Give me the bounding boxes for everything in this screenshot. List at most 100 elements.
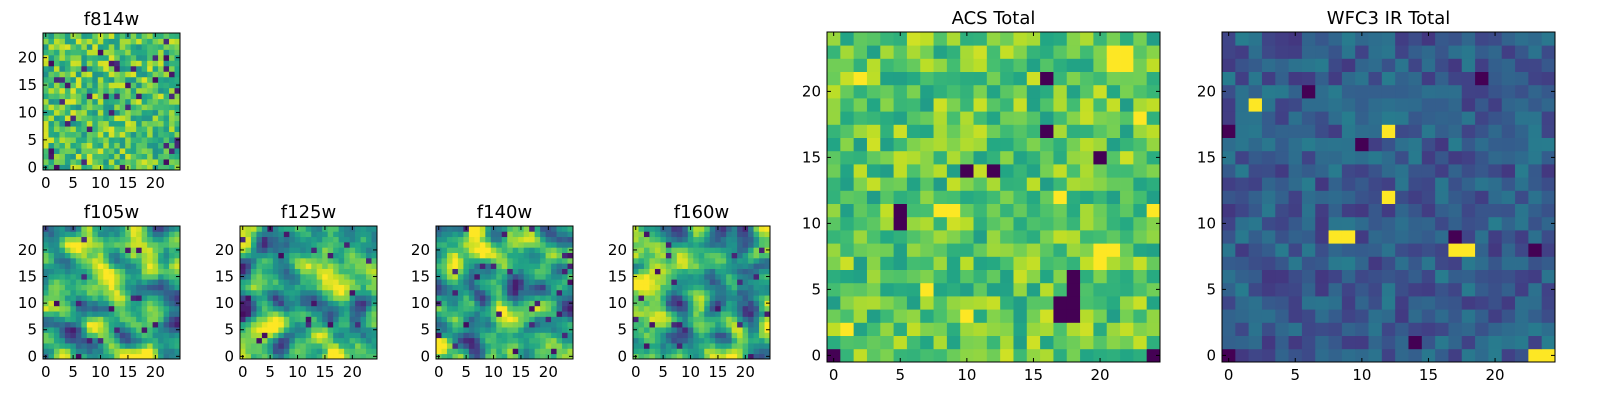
heatmap-cell: [48, 348, 55, 355]
heatmap-cell: [1381, 150, 1396, 165]
heatmap-cell: [920, 309, 934, 323]
heatmap-cell: [457, 327, 464, 333]
heatmap-cell: [1275, 190, 1289, 204]
heatmap-cell: [512, 311, 519, 317]
heatmap-cell: [446, 273, 453, 280]
heatmap-cell: [70, 82, 77, 89]
heatmap-cell: [92, 311, 99, 317]
heatmap-cell: [463, 295, 470, 301]
heatmap-cell: [671, 305, 678, 312]
heatmap-cell: [300, 327, 307, 333]
heatmap-cell: [344, 241, 350, 248]
heatmap-cell: [737, 241, 743, 248]
heatmap-cell: [523, 236, 530, 243]
heatmap-cell: [534, 226, 541, 232]
heatmap-cell: [53, 109, 60, 116]
heatmap-cell: [665, 284, 672, 291]
heatmap-cell: [245, 226, 252, 232]
heatmap-cell: [152, 142, 159, 149]
heatmap-cell: [1408, 32, 1423, 46]
axes-frame: [239, 225, 378, 360]
heatmap-cell: [294, 295, 301, 301]
heatmap-cell: [174, 153, 181, 160]
heatmap-cell: [529, 257, 536, 264]
heatmap-cell: [81, 76, 88, 83]
heatmap-cell: [86, 120, 93, 127]
heatmap-cell: [748, 247, 754, 253]
heatmap-cell: [933, 58, 948, 72]
heatmap-cell: [349, 252, 356, 259]
heatmap-cell: [1328, 177, 1343, 191]
heatmap-cell: [654, 353, 661, 360]
heatmap-cell: [158, 348, 164, 355]
heatmap-cell: [468, 353, 475, 360]
heatmap-cell: [737, 353, 743, 360]
heatmap-cell: [70, 268, 77, 275]
heatmap-cell: [441, 332, 448, 339]
heatmap-cell: [496, 284, 503, 291]
heatmap-cell: [556, 231, 563, 238]
x-tick-label: 15: [708, 363, 727, 381]
heatmap-cell: [371, 337, 378, 344]
heatmap-cell: [452, 343, 459, 349]
panel-title: WFC3 IR Total: [1327, 8, 1450, 29]
heatmap-cell: [1261, 269, 1276, 284]
heatmap-cell: [1275, 335, 1289, 350]
heatmap-cell: [753, 289, 760, 296]
heatmap-cell: [1013, 137, 1028, 152]
heatmap-cell: [119, 327, 126, 333]
heatmap-cell: [1093, 256, 1108, 270]
heatmap-cell: [649, 300, 656, 307]
heatmap-cell: [1488, 309, 1503, 323]
heatmap-cell: [147, 115, 153, 122]
heatmap-cell: [349, 327, 356, 333]
heatmap-cell: [1235, 124, 1250, 138]
heatmap-cell: [70, 137, 77, 143]
heatmap-cell: [933, 216, 948, 231]
heatmap-cell: [86, 321, 93, 328]
heatmap-cell: [1053, 84, 1068, 99]
heatmap-cell: [742, 337, 749, 344]
heatmap-cell: [1421, 335, 1436, 350]
heatmap-cell: [920, 98, 934, 112]
panel-title: f125w: [281, 202, 336, 223]
heatmap-cell: [152, 289, 159, 296]
heatmap-cell: [174, 71, 181, 78]
heatmap-cell: [457, 226, 464, 232]
heatmap-cell: [64, 231, 71, 238]
heatmap-cell: [1288, 230, 1303, 244]
heatmap-cell: [1395, 177, 1409, 191]
heatmap-cell: [1000, 269, 1014, 284]
heatmap-cell: [272, 343, 279, 349]
heatmap-cell: [638, 284, 645, 291]
heatmap-cell: [108, 109, 115, 116]
heatmap-cell: [256, 241, 263, 248]
heatmap-cell: [507, 295, 514, 301]
heatmap-cell: [946, 243, 961, 257]
heatmap-cell: [70, 142, 77, 149]
heatmap-cell: [43, 60, 49, 67]
heatmap-cell: [86, 316, 93, 323]
heatmap-cell: [75, 236, 82, 243]
heatmap-cell: [441, 343, 448, 349]
heatmap-cell: [1395, 32, 1409, 46]
heatmap-cell: [731, 300, 738, 307]
heatmap-cell: [267, 305, 274, 312]
heatmap-cell: [1301, 45, 1316, 59]
heatmap-cell: [676, 257, 683, 264]
heatmap-cell: [446, 279, 453, 285]
heatmap-cell: [1435, 84, 1449, 99]
heatmap-cell: [152, 236, 159, 243]
heatmap-cell: [1315, 203, 1329, 218]
heatmap-cell: [322, 305, 329, 312]
heatmap-cell: [70, 54, 77, 61]
heatmap-cell: [53, 60, 60, 67]
heatmap-cell: [163, 49, 170, 56]
heatmap-cell: [1301, 309, 1316, 323]
heatmap-cell: [278, 295, 285, 301]
heatmap-cell: [174, 126, 181, 133]
heatmap-cell: [141, 247, 148, 253]
heatmap-cell: [1421, 348, 1436, 363]
heatmap-cell: [468, 337, 475, 344]
heatmap-cell: [933, 256, 948, 270]
